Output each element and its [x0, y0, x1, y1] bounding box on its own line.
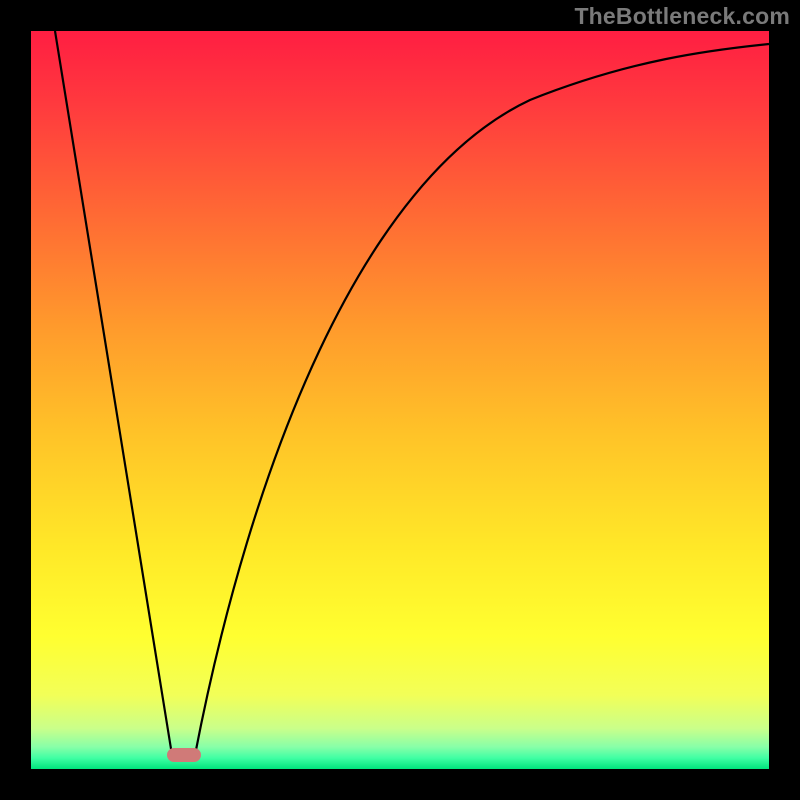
watermark-link[interactable]: TheBottleneck.com [574, 3, 790, 30]
gradient-background [31, 31, 769, 769]
bottleneck-chart [0, 0, 800, 800]
minimum-marker [167, 748, 201, 762]
